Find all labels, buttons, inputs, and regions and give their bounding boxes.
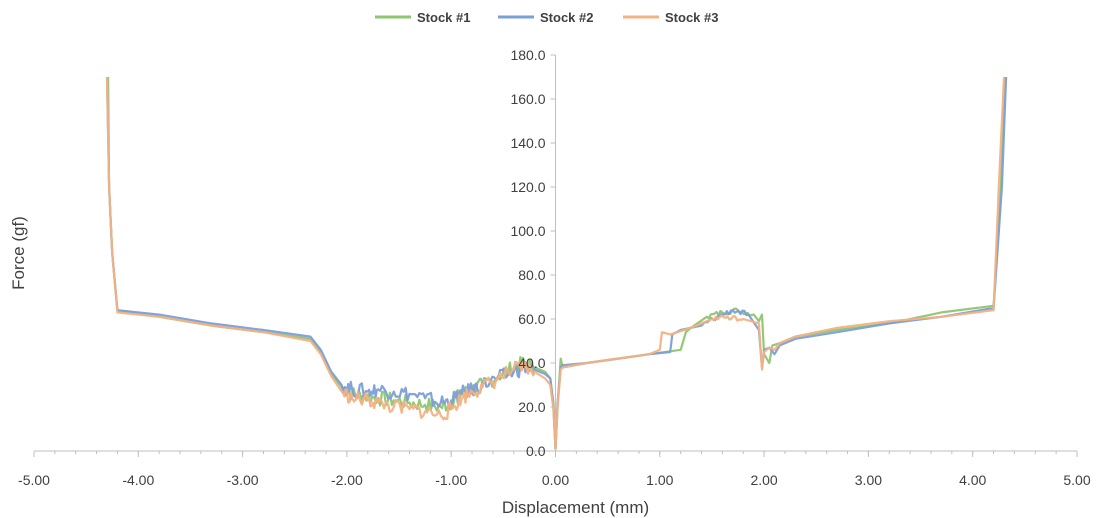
legend: Stock #1 Stock #2 Stock #3 <box>375 10 718 25</box>
series-line-3 <box>105 76 1006 450</box>
y-tick-label: 80.0 <box>518 267 545 283</box>
axes <box>34 55 1077 452</box>
x-tick-label: -1.00 <box>435 472 467 488</box>
y-tick-label: 40.0 <box>518 355 545 371</box>
y-tick-label: 20.0 <box>518 399 545 415</box>
y-tick-label: 120.0 <box>510 179 545 195</box>
x-tick-label: -5.00 <box>18 472 50 488</box>
x-tick-label: -4.00 <box>122 472 154 488</box>
legend-label: Stock #1 <box>417 10 470 25</box>
y-tick-label: 0.0 <box>526 443 546 459</box>
y-axis-title: Force (gf) <box>9 216 28 290</box>
x-tick-label: 5.00 <box>1063 472 1090 488</box>
x-tick-label: -3.00 <box>227 472 259 488</box>
x-axis-title: Displacement (mm) <box>502 498 649 517</box>
x-ticks: -5.00 -4.00 -3.00 -2.00 -1.00 0.00 1.00 2.00 3.0… <box>18 451 1091 488</box>
x-tick-label: 3.00 <box>855 472 882 488</box>
x-tick-label: 0.00 <box>542 472 569 488</box>
y-tick-label: 100.0 <box>510 223 545 239</box>
x-tick-label: 4.00 <box>959 472 986 488</box>
y-ticks: 0.0 20.0 40.0 60.0 80.0 100.0 120.0 140.0 160.0 1… <box>510 47 556 459</box>
series-layer <box>105 76 1008 450</box>
y-tick-label: 60.0 <box>518 311 545 327</box>
x-tick-label: 2.00 <box>750 472 777 488</box>
series-line-1 <box>107 76 1007 450</box>
y-tick-label: 140.0 <box>510 135 545 151</box>
legend-label: Stock #2 <box>540 10 593 25</box>
legend-label: Stock #3 <box>665 10 718 25</box>
x-tick-label: 1.00 <box>646 472 673 488</box>
y-tick-label: 180.0 <box>510 47 545 63</box>
y-tick-label: 160.0 <box>510 91 545 107</box>
x-tick-label: -2.00 <box>331 472 363 488</box>
series-line-2 <box>105 76 1008 450</box>
